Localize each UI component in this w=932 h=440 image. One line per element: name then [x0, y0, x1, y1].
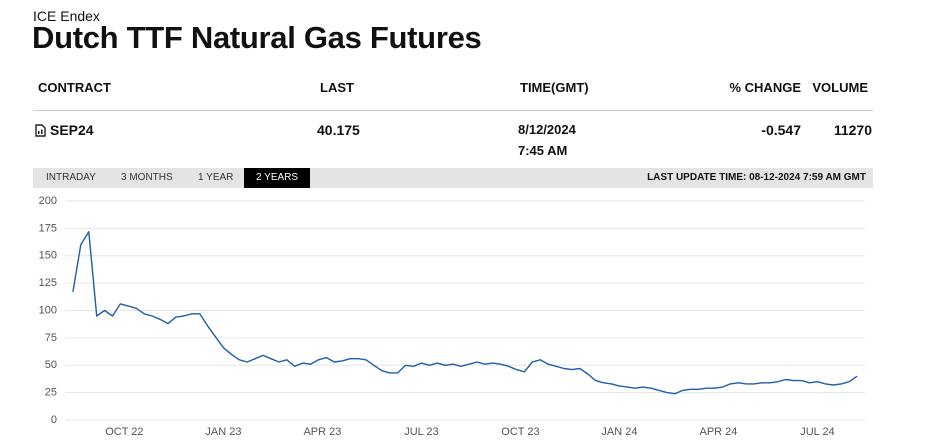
column-header: VOLUME — [812, 80, 868, 95]
range-tab[interactable]: INTRADAY — [46, 172, 96, 183]
range-tab[interactable]: 1 YEAR — [198, 172, 234, 183]
range-tab[interactable]: 3 MONTHS — [121, 172, 173, 183]
y-tick-label: 75 — [45, 332, 57, 344]
price-line — [72, 231, 858, 395]
x-tick-label: JUL 23 — [404, 426, 438, 438]
exchange: ICE Endex — [33, 8, 100, 24]
contract-icon[interactable] — [35, 124, 46, 137]
last-price: 40.175 — [317, 122, 360, 138]
range-tab[interactable]: 2 YEARS — [244, 168, 311, 188]
y-tick-label: 0 — [51, 414, 57, 426]
percent-change: -0.547 — [761, 122, 801, 138]
x-tick-label: OCT 22 — [105, 426, 143, 438]
trade-time: 7:45 AM — [518, 143, 568, 158]
y-tick-label: 100 — [39, 304, 57, 316]
x-tick-label: APR 24 — [700, 426, 738, 438]
trade-date: 8/12/2024 — [518, 122, 576, 137]
x-tick-label: JAN 23 — [205, 426, 241, 438]
column-header: TIME(GMT) — [520, 80, 589, 95]
volume: 11270 — [833, 122, 872, 138]
tab-bar — [33, 168, 873, 188]
x-tick-label: JUL 24 — [800, 426, 834, 438]
y-tick-label: 175 — [39, 222, 57, 234]
column-header: % CHANGE — [729, 80, 801, 95]
last-update: LAST UPDATE TIME: 08-12-2024 7:59 AM GMT — [647, 172, 866, 183]
y-tick-label: 50 — [45, 359, 57, 371]
contract[interactable]: SEP24 — [50, 122, 94, 138]
page-title: Dutch TTF Natural Gas Futures — [32, 20, 482, 55]
column-header: CONTRACT — [38, 80, 111, 95]
y-tick-label: 125 — [39, 277, 57, 289]
y-tick-label: 25 — [45, 387, 57, 399]
x-tick-label: APR 23 — [303, 426, 341, 438]
x-tick-label: OCT 23 — [501, 426, 539, 438]
divider — [33, 110, 873, 111]
x-tick-label: JAN 24 — [601, 426, 637, 438]
y-tick-label: 200 — [39, 195, 57, 207]
y-tick-label: 150 — [39, 250, 57, 262]
column-header: LAST — [320, 80, 354, 95]
